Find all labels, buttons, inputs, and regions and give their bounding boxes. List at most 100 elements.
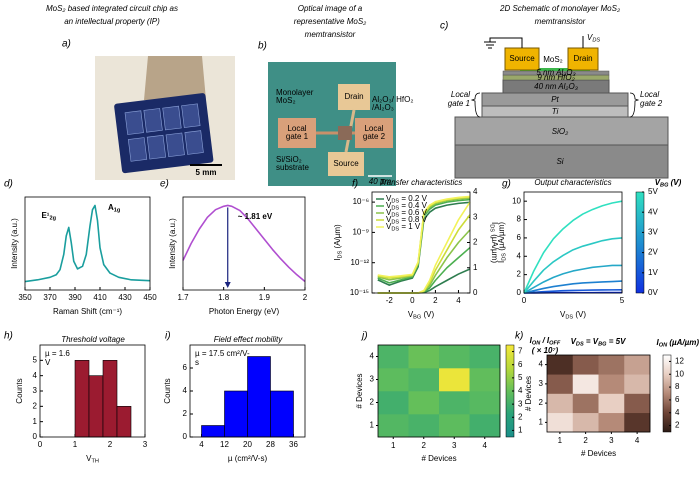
chart-title: Transfer characteristics [380, 178, 463, 187]
x-axis-label-part: DS [565, 315, 573, 321]
colorbar [662, 354, 672, 433]
chip-block [146, 134, 167, 160]
colorbar-tick-label: 1 [518, 426, 523, 435]
colorbar-label-part: V [655, 178, 661, 187]
y-tick-label: 6 [517, 233, 522, 242]
heatmap-cell [408, 368, 440, 392]
colorbar-label: ( × 10⁷) [532, 346, 559, 355]
colorbar-label-part: I [530, 336, 533, 345]
chart-title: VDS = VBG = 5V [571, 337, 627, 348]
annotation: Al₂O₃/ HfO₂ [372, 95, 413, 104]
legend-label: VDS = 0.8 V [386, 215, 428, 226]
vds-part: V [587, 33, 593, 42]
plot-frame [24, 196, 151, 291]
heatmap-cell [624, 412, 651, 433]
colorbar-label-part: (µA/µm) [667, 338, 699, 347]
colorbar-label-part: ON [659, 343, 668, 349]
line-series [523, 280, 623, 294]
colorbar-tick-label: 6 [675, 395, 680, 404]
chip-block [162, 105, 182, 131]
colorbar-tick-label: 12 [675, 357, 684, 366]
colorbar-label-part: I [656, 338, 659, 347]
colorbar-tick-label: 4 [518, 386, 523, 395]
x-tick-label: 410 [93, 293, 107, 302]
legend-label-part: = 0.8 V [399, 215, 427, 224]
plot-frame [546, 354, 651, 433]
colorbar-tick-label: 2V [648, 248, 658, 257]
y-tick-label: 10⁻⁶ [353, 197, 369, 206]
annotation: V [45, 358, 51, 367]
legend-label-part: DS [391, 206, 399, 212]
heatmap-cell [624, 374, 651, 394]
layer-label: Pt [551, 95, 559, 104]
x-tick-label: 370 [43, 293, 57, 302]
chart-title: Output characteristics [534, 178, 611, 187]
x-tick-label: 2 [422, 441, 427, 450]
x-tick-label: 390 [68, 293, 82, 302]
panel-label: g) [502, 179, 511, 190]
annotation: Local [364, 124, 383, 133]
ribbon-cable [144, 56, 206, 100]
panel-title: memtransistor [535, 17, 586, 26]
panel-c: 2D Schematic of monolayer MoS₂ memtransi… [440, 4, 669, 179]
panel-title: Optical image of a [298, 4, 363, 13]
colorbar-tick-label: 2 [675, 421, 680, 430]
panel-label: k) [515, 331, 523, 342]
colorbar-tick-label: 10 [675, 369, 684, 378]
bar [247, 356, 271, 438]
peak-label-part: 2g [49, 216, 56, 222]
chart-title-part: DS [576, 342, 584, 348]
x-tick-label: 3 [452, 441, 457, 450]
colorbar-tick-label: 3 [518, 399, 523, 408]
gate-label: Local [640, 90, 659, 99]
heatmap-cell [598, 355, 625, 375]
y-tick-label: 1 [370, 421, 375, 430]
line-series [523, 200, 623, 294]
colorbar-label-part: ON [532, 341, 541, 347]
x-tick-label: 20 [243, 440, 252, 449]
annotation: ~ 1.81 eV [238, 212, 273, 221]
x-tick-label: 2 [433, 296, 438, 305]
colorbar-tick-label: 0V [648, 288, 658, 297]
colorbar-label: ION / IOFF [530, 336, 561, 347]
panel-a: MoS₂ based integrated circuit chip as an… [46, 4, 235, 180]
x-axis-label-part: V [408, 310, 414, 319]
colorbar-label-part: BG [660, 183, 669, 189]
ground-wire [489, 37, 523, 48]
panel-label: a) [62, 39, 71, 50]
y-axis-label-part: I [497, 261, 506, 263]
y-tick-label: 4 [370, 352, 375, 361]
heatmap-cell [547, 393, 574, 414]
panel-title: memtransistor [305, 30, 356, 39]
line-series [24, 204, 151, 283]
y-tick-label: 10⁻⁹ [352, 228, 369, 237]
legend-label: VDS = 1 V [386, 222, 421, 233]
x-tick-label: 0 [522, 296, 527, 305]
y-tick-label: 6 [183, 363, 188, 372]
y-axis-label: # Devices [524, 376, 533, 411]
heatmap-cell [439, 345, 470, 369]
annotation: MoS₂ [276, 96, 296, 105]
x-tick-label: 430 [118, 293, 132, 302]
colorbar-tick-label: 4V [648, 207, 658, 216]
x-tick-label: 2 [108, 440, 113, 449]
line-series [523, 237, 623, 294]
annotation: substrate [276, 163, 309, 172]
plot-frame [371, 191, 471, 294]
panel-g) [524, 192, 622, 293]
y2-tick-label: 3 [473, 212, 478, 221]
y-tick-label: 2 [370, 398, 375, 407]
panel-title: 2D Schematic of monolayer MoS₂ [499, 4, 620, 13]
annotation: Drain [344, 92, 363, 101]
legend-label-part: DS [391, 199, 399, 205]
heatmap-cell [469, 345, 501, 369]
scale-label: 5 mm [196, 168, 217, 177]
heatmap-cell [439, 368, 470, 392]
colorbar-tick-label: 2 [518, 412, 523, 421]
heatmap-cell [408, 414, 440, 438]
chart-title-part: V [571, 337, 577, 346]
line-series [182, 204, 306, 283]
vds-label: VDS [587, 33, 600, 44]
panel-label: i) [165, 331, 171, 342]
